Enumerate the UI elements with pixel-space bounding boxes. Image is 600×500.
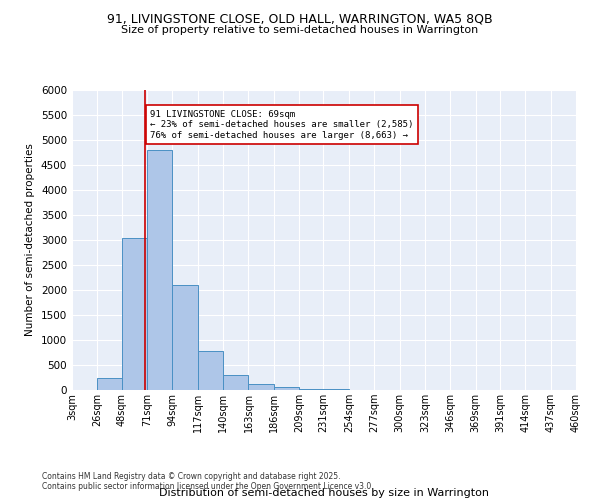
Bar — [147, 150, 172, 390]
X-axis label: Distribution of semi-detached houses by size in Warrington: Distribution of semi-detached houses by … — [159, 488, 489, 498]
Bar — [223, 375, 248, 390]
Text: 91 LIVINGSTONE CLOSE: 69sqm
← 23% of semi-detached houses are smaller (2,585)
76: 91 LIVINGSTONE CLOSE: 69sqm ← 23% of sem… — [151, 110, 413, 140]
Bar — [248, 384, 274, 390]
Bar — [299, 388, 323, 390]
Text: Size of property relative to semi-detached houses in Warrington: Size of property relative to semi-detach… — [121, 25, 479, 35]
Bar — [198, 351, 223, 390]
Y-axis label: Number of semi-detached properties: Number of semi-detached properties — [25, 144, 35, 336]
Bar — [323, 389, 349, 390]
Text: Contains HM Land Registry data © Crown copyright and database right 2025.: Contains HM Land Registry data © Crown c… — [42, 472, 341, 481]
Bar — [97, 378, 122, 390]
Text: 91, LIVINGSTONE CLOSE, OLD HALL, WARRINGTON, WA5 8QB: 91, LIVINGSTONE CLOSE, OLD HALL, WARRING… — [107, 12, 493, 26]
Text: Contains public sector information licensed under the Open Government Licence v3: Contains public sector information licen… — [42, 482, 374, 491]
Bar — [122, 238, 147, 390]
Bar — [172, 285, 198, 390]
Bar — [274, 386, 299, 390]
